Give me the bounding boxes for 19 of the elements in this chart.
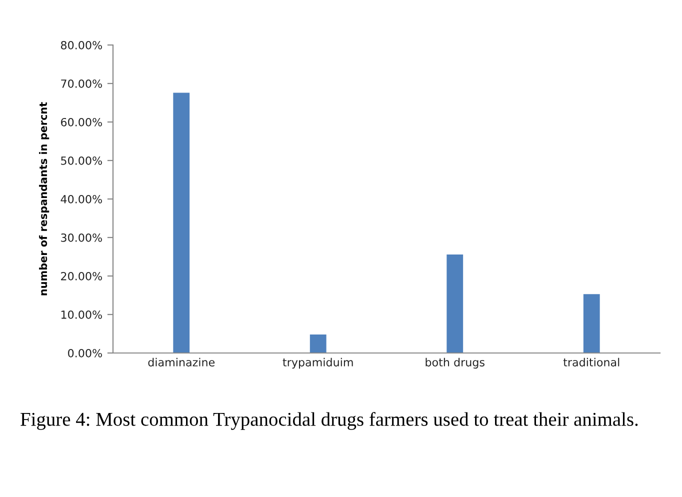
- y-axis-title: number of respandants in percnt: [39, 102, 50, 296]
- y-tick-label: 70.00%: [61, 79, 102, 88]
- x-tick-label: diaminazine: [148, 358, 215, 366]
- bar: [583, 294, 600, 353]
- y-tick-label: 0.00%: [68, 348, 102, 358]
- caption: Figure 4: Most common Trypanocidal drugs farmers used to treat their animals.: [20, 412, 638, 430]
- bar: [310, 334, 326, 353]
- x-tick-label: trypamiduim: [282, 358, 353, 369]
- x-tick-label: both drugs: [426, 358, 484, 369]
- bar: [446, 254, 464, 353]
- y-tick-label: 50.00%: [61, 156, 102, 165]
- y-tick-label: 40.00%: [60, 194, 102, 204]
- y-tick-label: 60.00%: [60, 118, 102, 126]
- y-tick-label: 10.00%: [61, 310, 102, 319]
- bar: [173, 92, 190, 353]
- x-tick-label: traditional: [563, 358, 620, 366]
- y-tick-label: 30.00%: [61, 233, 102, 242]
- y-tick-label: 20.00%: [61, 272, 102, 280]
- y-tick-label: 80.00%: [60, 40, 102, 50]
